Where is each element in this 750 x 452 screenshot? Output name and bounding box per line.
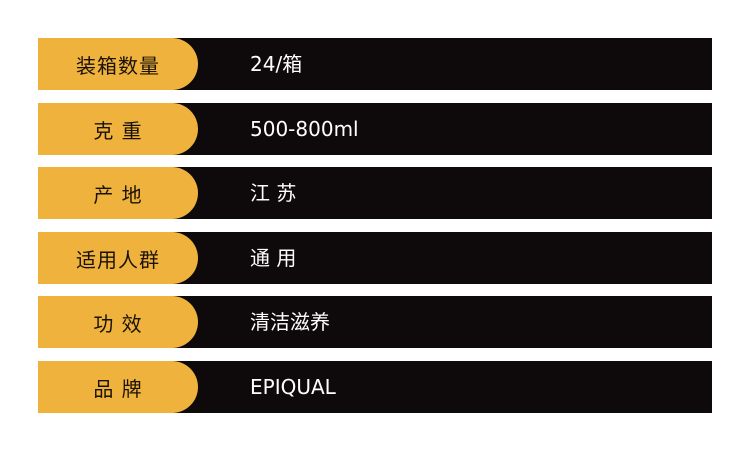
spec-value: 通 用 <box>250 246 297 270</box>
spec-row: 品 牌 EPIQUAL <box>38 361 712 413</box>
spec-row: 产 地江 苏 <box>38 167 712 219</box>
spec-label: 品 牌 <box>38 361 198 413</box>
spec-label: 功 效 <box>38 296 198 348</box>
spec-row: 适用人群 通 用 <box>38 232 712 284</box>
spec-label: 装箱数量 <box>38 38 198 90</box>
spec-row: 装箱数量 24/箱 <box>38 38 712 90</box>
spec-label: 产 地 <box>38 167 198 219</box>
spec-label: 克 重 <box>38 103 198 155</box>
spec-row: 功 效 清洁滋养 <box>38 296 712 348</box>
spec-value: 江 苏 <box>250 181 297 205</box>
spec-value: EPIQUAL <box>250 375 336 399</box>
spec-value: 500-800ml <box>250 117 359 141</box>
spec-value: 24/箱 <box>250 52 303 76</box>
spec-label: 适用人群 <box>38 232 198 284</box>
spec-value: 清洁滋养 <box>250 310 330 334</box>
spec-row: 克 重 500-800ml <box>38 103 712 155</box>
